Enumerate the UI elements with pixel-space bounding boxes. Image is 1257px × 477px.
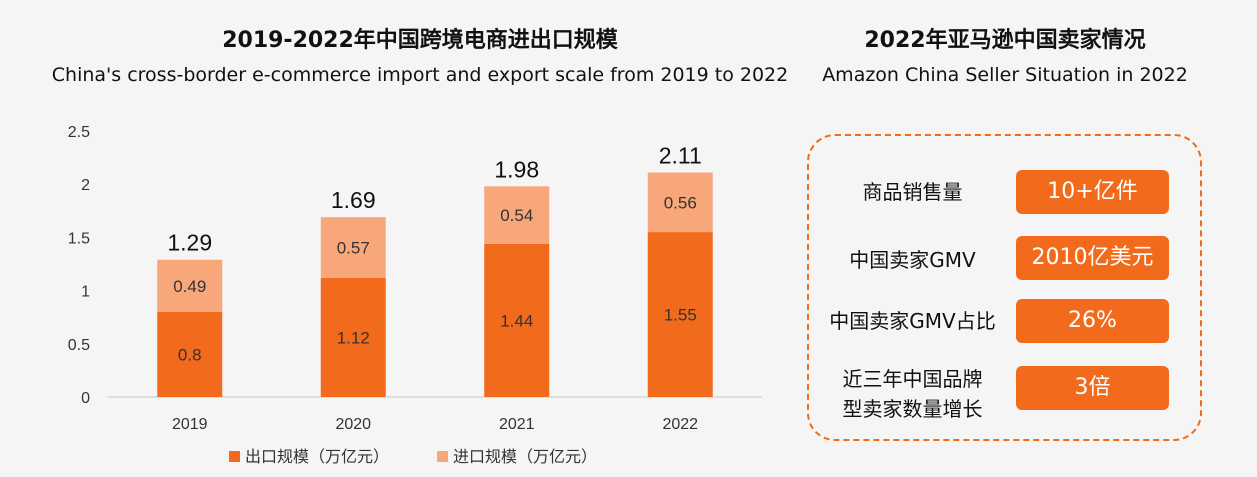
stat-row-gmv-share: 中国卖家GMV占比 26% <box>809 299 1204 343</box>
stat-value: 2010亿美元 <box>1016 236 1169 280</box>
y-tick-label: 1 <box>81 284 90 301</box>
chart-title-en: China's cross-border e-commerce import a… <box>51 64 789 86</box>
data-label: 1.12 <box>337 328 370 347</box>
stat-row-brand-growth: 近三年中国品牌 型卖家数量增长 3倍 <box>809 364 1204 430</box>
stat-label: 中国卖家GMV <box>849 248 976 272</box>
legend-label: 进口规模（万亿元） <box>453 447 597 466</box>
stat-label: 中国卖家GMV占比 <box>829 309 996 333</box>
legend-label: 出口规模（万亿元） <box>245 447 389 466</box>
x-tick-label: 2022 <box>662 416 698 433</box>
y-tick-label: 2 <box>81 177 90 194</box>
x-tick-label: 2021 <box>499 416 535 433</box>
bar-segment-import <box>647 172 713 233</box>
bar-segment-export <box>484 243 550 397</box>
stat-row-sales: 商品销售量 10+亿件 <box>809 170 1204 214</box>
legend-swatch <box>229 451 240 462</box>
legend-swatch <box>437 451 448 462</box>
amazon-seller-panel: 商品销售量 10+亿件 中国卖家GMV 2010亿美元 中国卖家GMV占比 26… <box>807 134 1202 441</box>
data-label: 1.44 <box>500 311 533 330</box>
y-tick-label: 2.5 <box>68 124 90 141</box>
total-label: 2.11 <box>659 142 702 168</box>
data-label: 0.57 <box>337 239 370 258</box>
data-label: 0.54 <box>500 206 533 225</box>
stat-value: 26% <box>1016 299 1169 343</box>
data-label: 0.56 <box>664 193 697 212</box>
bar-segment-import <box>157 259 223 312</box>
bar-segment-export <box>320 277 386 397</box>
x-tick-label: 2020 <box>335 416 371 433</box>
chart-title-cn: 2019-2022年中国跨境电商进出口规模 <box>222 28 618 53</box>
stat-label-line: 型卖家数量增长 <box>842 397 983 421</box>
total-label: 1.98 <box>494 156 539 182</box>
y-tick-label: 0 <box>81 390 90 407</box>
y-tick-label: 1.5 <box>68 230 90 247</box>
data-label: 0.8 <box>178 345 202 364</box>
total-label: 1.69 <box>331 187 376 213</box>
bar-segment-import <box>320 217 386 278</box>
panel-title-cn: 2022年亚马逊中国卖家情况 <box>864 28 1146 53</box>
x-tick-label: 2019 <box>172 416 208 433</box>
bar-segment-import <box>484 186 550 244</box>
data-label: 0.49 <box>173 277 206 296</box>
stat-label-line: 近三年中国品牌 <box>842 367 983 391</box>
stat-value: 10+亿件 <box>1016 170 1169 214</box>
stat-row-gmv: 中国卖家GMV 2010亿美元 <box>809 236 1204 280</box>
y-tick-label: 0.5 <box>68 337 90 354</box>
stat-label: 近三年中国品牌 型卖家数量增长 <box>809 364 1016 424</box>
stat-label: 商品销售量 <box>862 180 963 204</box>
data-label: 1.55 <box>664 306 697 325</box>
bar-segment-export <box>647 232 713 397</box>
panel-title-en: Amazon China Seller Situation in 2022 <box>822 64 1188 86</box>
bar-segment-export <box>157 311 223 397</box>
total-label: 1.29 <box>167 230 212 256</box>
stat-value: 3倍 <box>1016 366 1169 410</box>
stacked-bar-chart: 0 0.5 1 1.5 2 2.5 0.8 0.49 1.29 2019 1.12 0.57 1.69 2… <box>68 124 762 466</box>
